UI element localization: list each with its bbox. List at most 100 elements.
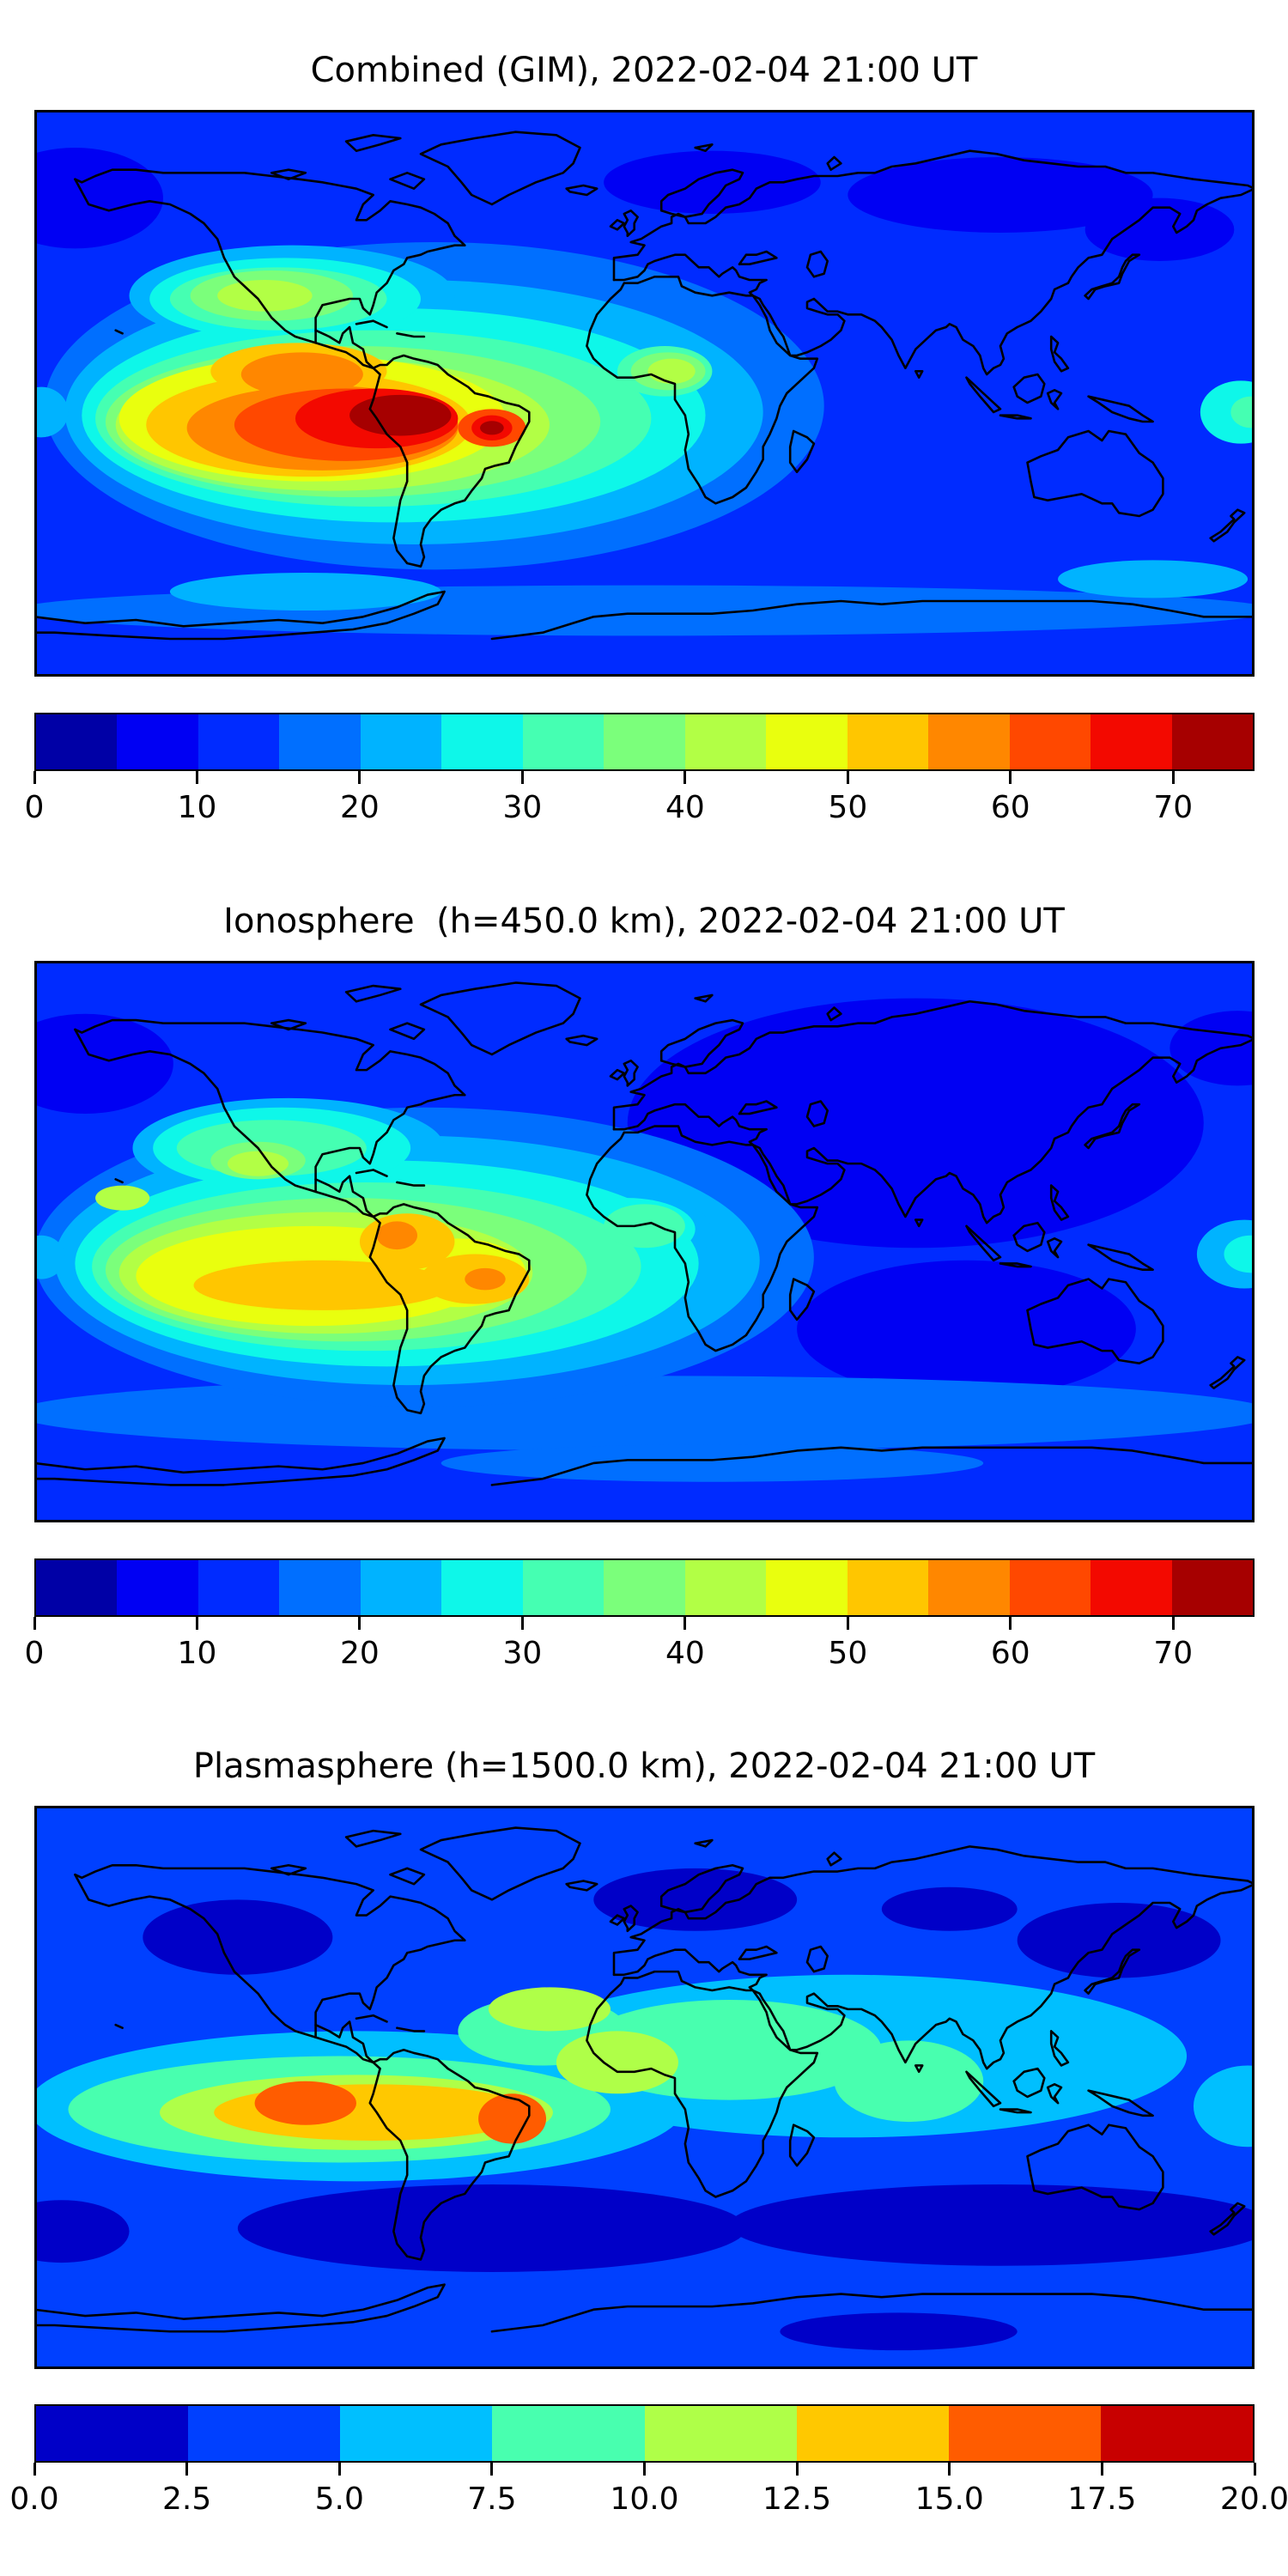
coastline (34, 2283, 446, 2333)
colorbar-segment (360, 1560, 442, 1615)
colorbar-segment (360, 714, 442, 769)
coastline (612, 1882, 1255, 2070)
coastline (694, 993, 714, 1003)
coastline (586, 1125, 819, 1352)
colorbar-tick (683, 771, 687, 784)
colorbar-tick (358, 1617, 361, 1630)
colorbar-tick (643, 2463, 646, 2476)
colorbar-segment (492, 2406, 645, 2461)
map-combined (34, 110, 1255, 677)
coastline (1046, 389, 1063, 410)
contour-region (848, 157, 1153, 233)
colorbar-tick-label: 10 (177, 1636, 217, 1671)
colorbar-tick-label: 50 (828, 790, 868, 825)
colorbar-tick-label: 50 (828, 1636, 868, 1671)
coastline (490, 599, 1255, 641)
contour-region (797, 1260, 1136, 1398)
colorbar-segment (847, 1560, 929, 1615)
contour-region (34, 1235, 65, 1279)
contour-region (647, 358, 696, 385)
map-canvas-combined (34, 110, 1255, 677)
contour-region (1224, 1235, 1255, 1273)
contour-region (34, 1376, 1255, 1451)
colorbar-wrap-plasmasphere: 0.0 2.5 5.0 7.5 10.0 12.5 15.0 17.5 20.0 (9, 2404, 1288, 2542)
colorbar-segment (928, 1560, 1010, 1615)
coastline (114, 329, 124, 335)
colorbar-segment (684, 1560, 767, 1615)
colorbar-segment (766, 1560, 848, 1615)
colorbar-tick-label: 20 (340, 1636, 380, 1671)
coastline (1046, 1237, 1063, 1259)
colorbar-tick-label: 30 (502, 1636, 543, 1671)
contour-region (488, 1987, 611, 2032)
colorbar-segment (441, 1560, 523, 1615)
colorbar-tick (1171, 1617, 1175, 1630)
map-frame (34, 1806, 1255, 2369)
coastline (389, 172, 426, 190)
coastline (74, 168, 466, 344)
colorbar-wrap-ionosphere: 0 10 20 30 40 50 60 70 (25, 1558, 1255, 1696)
contour-region (95, 1185, 150, 1211)
coastline (612, 999, 1255, 1131)
coastline (1084, 1103, 1141, 1150)
colorbar-tick-label: 60 (990, 790, 1030, 825)
colorbar-segment (1171, 1560, 1254, 1615)
coastline (623, 1905, 639, 1933)
colorbar-segment (36, 1560, 118, 1615)
colorbar-segment (279, 714, 361, 769)
coastline (1087, 1243, 1154, 1271)
coastline (1084, 1948, 1141, 1995)
contour-region (1193, 2065, 1255, 2148)
contour-region (1058, 560, 1249, 598)
colorbar-tick (490, 2463, 494, 2476)
coastline (565, 184, 598, 197)
coastline (34, 590, 446, 641)
colorbar-tick (1100, 2463, 1103, 2476)
coastline (999, 2108, 1032, 2114)
colorbar-segment (197, 1560, 280, 1615)
coastline (419, 981, 581, 1056)
coastline (355, 319, 388, 329)
coastline (1084, 253, 1141, 301)
contour-region (169, 573, 441, 611)
colorbar-segment (1171, 714, 1254, 769)
coastline (1087, 2089, 1154, 2117)
coastline (1049, 2030, 1070, 2067)
panel-3-title: Plasmasphere (h=1500.0 km), 2022-02-04 2… (192, 1747, 1096, 1786)
colorbar-tick-label: 70 (1153, 790, 1194, 825)
coastline (826, 1006, 842, 1022)
coastline (396, 1181, 426, 1187)
coastline (659, 168, 744, 218)
colorbar-tick (520, 771, 524, 784)
colorbar-segment (948, 2406, 1101, 2461)
coastline (1087, 395, 1154, 423)
contour-region (34, 1013, 173, 1115)
coastline (612, 1845, 1255, 1977)
contour-region (349, 394, 452, 436)
contour-region (593, 1868, 798, 1931)
colorbar-tick-label: 20 (340, 790, 380, 825)
coastline (805, 1100, 829, 1127)
contour-region (881, 1886, 1018, 1931)
coastline (396, 2026, 426, 2032)
colorbar-segment (847, 714, 929, 769)
colorbar-segment (928, 714, 1010, 769)
colorbar-segment (796, 2406, 949, 2461)
colorbar-tick (33, 2463, 36, 2476)
coastline (965, 376, 1002, 414)
coastline (659, 1863, 744, 1914)
panel-2-title: Ionosphere (h=450.0 km), 2022-02-04 21:0… (223, 902, 1065, 941)
contour-region (780, 2312, 1018, 2351)
coastline (914, 370, 924, 379)
panel-1-title: Combined (GIM), 2022-02-04 21:00 UT (310, 51, 978, 90)
coastline (355, 1169, 388, 1177)
coastline (490, 1446, 1255, 1486)
colorbar-segment (522, 1560, 605, 1615)
contour-region (254, 2081, 356, 2125)
coastline (270, 168, 307, 180)
colorbar-tick (195, 771, 198, 784)
colorbar-tick-label: 60 (990, 1636, 1030, 1671)
colorbar-tick-label: 0 (24, 790, 45, 825)
coastline (270, 1863, 307, 1876)
coastline (74, 1018, 466, 1194)
